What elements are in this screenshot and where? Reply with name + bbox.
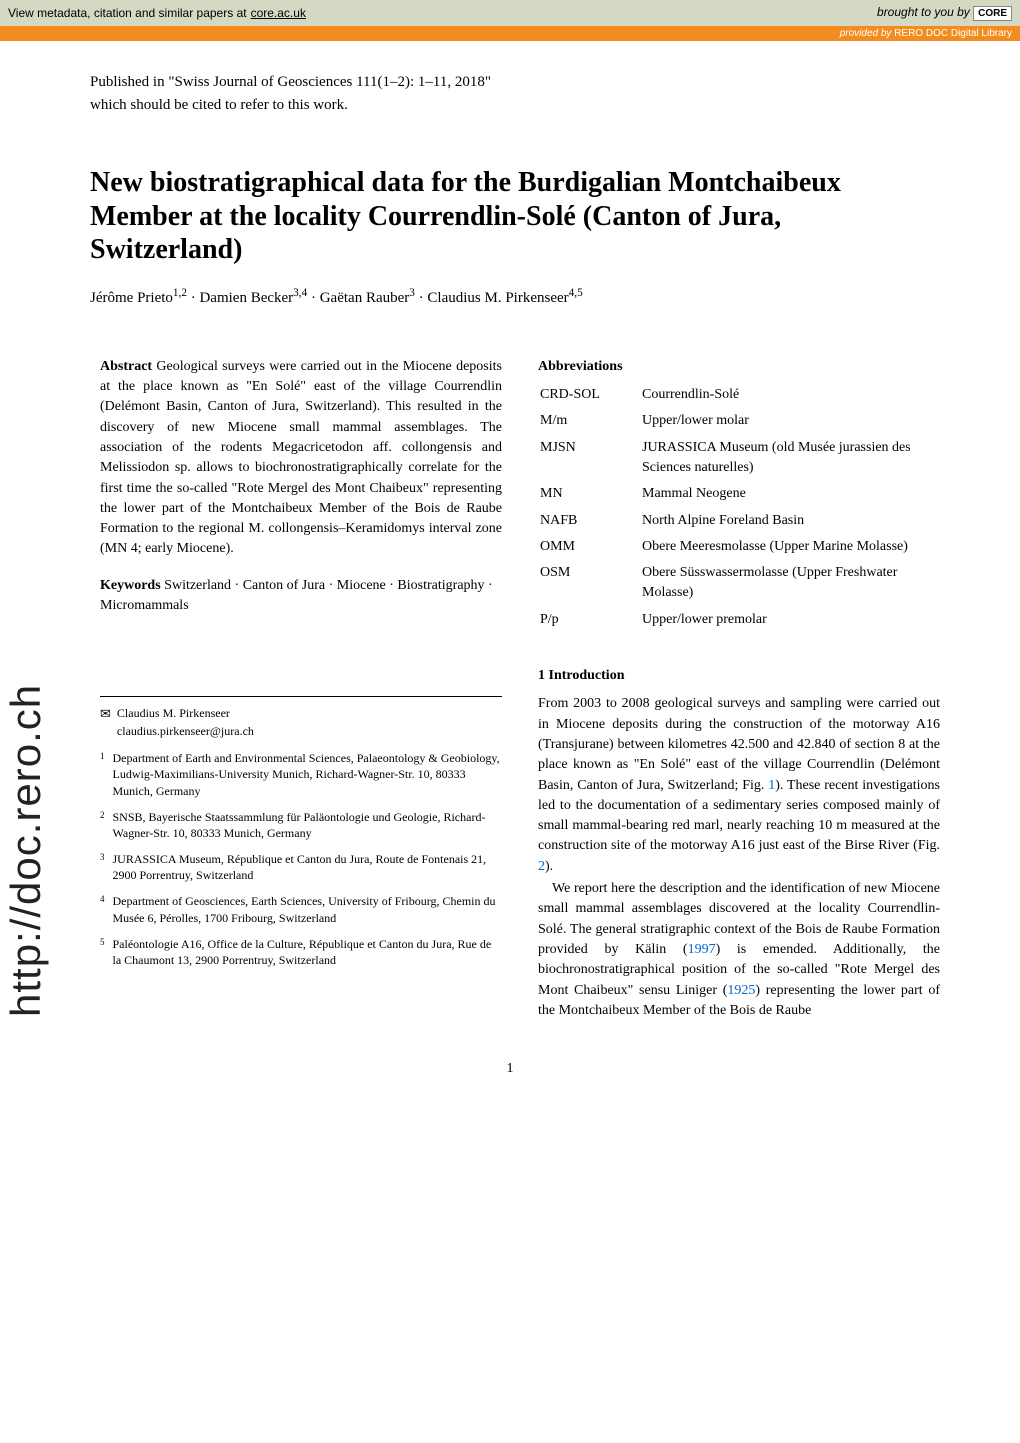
topbar-link[interactable]: core.ac.uk <box>251 6 306 20</box>
year-ref[interactable]: 1925 <box>727 983 755 998</box>
intro-heading: 1 Introduction <box>538 666 940 686</box>
left-column: Abstract Geological surveys were carried… <box>100 357 502 1021</box>
intro-p2: We report here the description and the i… <box>538 879 940 1021</box>
footnotes: ✉ Claudius M. Pirkenseer claudius.pirken… <box>100 696 502 968</box>
fig-ref[interactable]: 2 <box>538 859 545 874</box>
citation-block: Published in "Swiss Journal of Geoscienc… <box>0 41 1020 126</box>
affiliation: 5Paléontologie A16, Office de la Culture… <box>100 936 502 968</box>
correspondence: ✉ Claudius M. Pirkenseer claudius.pirken… <box>100 705 502 740</box>
abbrev-val: Obere Meeresmolasse (Upper Marine Molass… <box>642 537 938 561</box>
provided-prefix: provided by <box>840 28 892 39</box>
affil-text: JURASSICA Museum, République et Canton d… <box>113 851 503 883</box>
provided-source[interactable]: RERO DOC Digital Library <box>894 28 1012 39</box>
affil-text: Department of Geosciences, Earth Science… <box>113 893 503 925</box>
affiliation: 4Department of Geosciences, Earth Scienc… <box>100 893 502 925</box>
abbrev-row: MJSNJURASSICA Museum (old Musée jurassie… <box>540 438 938 483</box>
corr-email[interactable]: claudius.pirkenseer@jura.ch <box>117 723 254 740</box>
abbrev-key: OSM <box>540 563 640 608</box>
topbar-text: View metadata, citation and similar pape… <box>8 6 247 20</box>
keywords-para: Keywords Switzerland · Canton of Jura · … <box>100 576 502 617</box>
abbrev-row: MNMammal Neogene <box>540 484 938 508</box>
abbrev-table: CRD-SOLCourrendlin-SoléM/mUpper/lower mo… <box>538 383 940 636</box>
sidebar-url[interactable]: http://doc.rero.ch <box>2 684 50 1017</box>
keywords-label: Keywords <box>100 578 161 593</box>
abbrev-val: JURASSICA Museum (old Musée jurassien de… <box>642 438 938 483</box>
abbrev-key: NAFB <box>540 511 640 535</box>
affil-num: 2 <box>100 809 105 841</box>
affiliations: 1Department of Earth and Environmental S… <box>100 750 502 968</box>
affil-num: 1 <box>100 750 105 799</box>
topbar-right: brought to you by CORE <box>877 5 1012 21</box>
affiliation: 1Department of Earth and Environmental S… <box>100 750 502 799</box>
article-title: New biostratigraphical data for the Burd… <box>90 166 930 267</box>
core-topbar: View metadata, citation and similar pape… <box>0 0 1020 26</box>
year-ref[interactable]: 1997 <box>688 942 716 957</box>
abstract-para: Abstract Geological surveys were carried… <box>100 357 502 560</box>
abbrev-val: Upper/lower molar <box>642 411 938 435</box>
intro-p1: From 2003 to 2008 geological surveys and… <box>538 694 940 877</box>
citation-line1: Published in "Swiss Journal of Geoscienc… <box>90 71 930 94</box>
abbrev-row: NAFBNorth Alpine Foreland Basin <box>540 511 938 535</box>
abbrev-row: OSMObere Süsswassermolasse (Upper Freshw… <box>540 563 938 608</box>
abbrev-val: North Alpine Foreland Basin <box>642 511 938 535</box>
brought-by: brought to you by <box>877 5 970 19</box>
abbrev-row: P/pUpper/lower premolar <box>540 610 938 634</box>
abstract-text: Geological surveys were carried out in t… <box>100 359 502 557</box>
affil-num: 4 <box>100 893 105 925</box>
citation-line2: which should be cited to refer to this w… <box>90 94 930 117</box>
affil-num: 3 <box>100 851 105 883</box>
affil-text: SNSB, Bayerische Staatssammlung für Palä… <box>113 809 503 841</box>
abbrev-val: Mammal Neogene <box>642 484 938 508</box>
affiliation: 3JURASSICA Museum, République et Canton … <box>100 851 502 883</box>
affil-text: Department of Earth and Environmental Sc… <box>113 750 503 799</box>
abbrev-key: MJSN <box>540 438 640 483</box>
abbrev-row: M/mUpper/lower molar <box>540 411 938 435</box>
abbrev-row: CRD-SOLCourrendlin-Solé <box>540 385 938 409</box>
topbar-left: View metadata, citation and similar pape… <box>8 6 306 20</box>
affil-num: 5 <box>100 936 105 968</box>
abbrev-row: OMMObere Meeresmolasse (Upper Marine Mol… <box>540 537 938 561</box>
page-number: 1 <box>0 1041 1020 1097</box>
abbrev-val: Courrendlin-Solé <box>642 385 938 409</box>
affiliation: 2SNSB, Bayerische Staatssammlung für Pal… <box>100 809 502 841</box>
authors: Jérôme Prieto1,2 · Damien Becker3,4 · Ga… <box>90 287 930 307</box>
right-column: Abbreviations CRD-SOLCourrendlin-SoléM/m… <box>538 357 940 1021</box>
abbrev-key: M/m <box>540 411 640 435</box>
affil-text: Paléontologie A16, Office de la Culture,… <box>113 936 503 968</box>
abbrev-val: Obere Süsswassermolasse (Upper Freshwate… <box>642 563 938 608</box>
abbrev-key: MN <box>540 484 640 508</box>
abbrev-heading: Abbreviations <box>538 357 940 377</box>
abbrev-key: CRD-SOL <box>540 385 640 409</box>
abstract-label: Abstract <box>100 359 152 374</box>
provided-bar: provided by RERO DOC Digital Library <box>0 26 1020 41</box>
corr-name: Claudius M. Pirkenseer <box>117 705 254 722</box>
abbrev-val: Upper/lower premolar <box>642 610 938 634</box>
abbrev-key: OMM <box>540 537 640 561</box>
abbrev-key: P/p <box>540 610 640 634</box>
mail-icon: ✉ <box>100 705 111 740</box>
fig-ref[interactable]: 1 <box>768 778 775 793</box>
core-logo[interactable]: CORE <box>973 6 1012 21</box>
title-block: New biostratigraphical data for the Burd… <box>0 126 1020 317</box>
